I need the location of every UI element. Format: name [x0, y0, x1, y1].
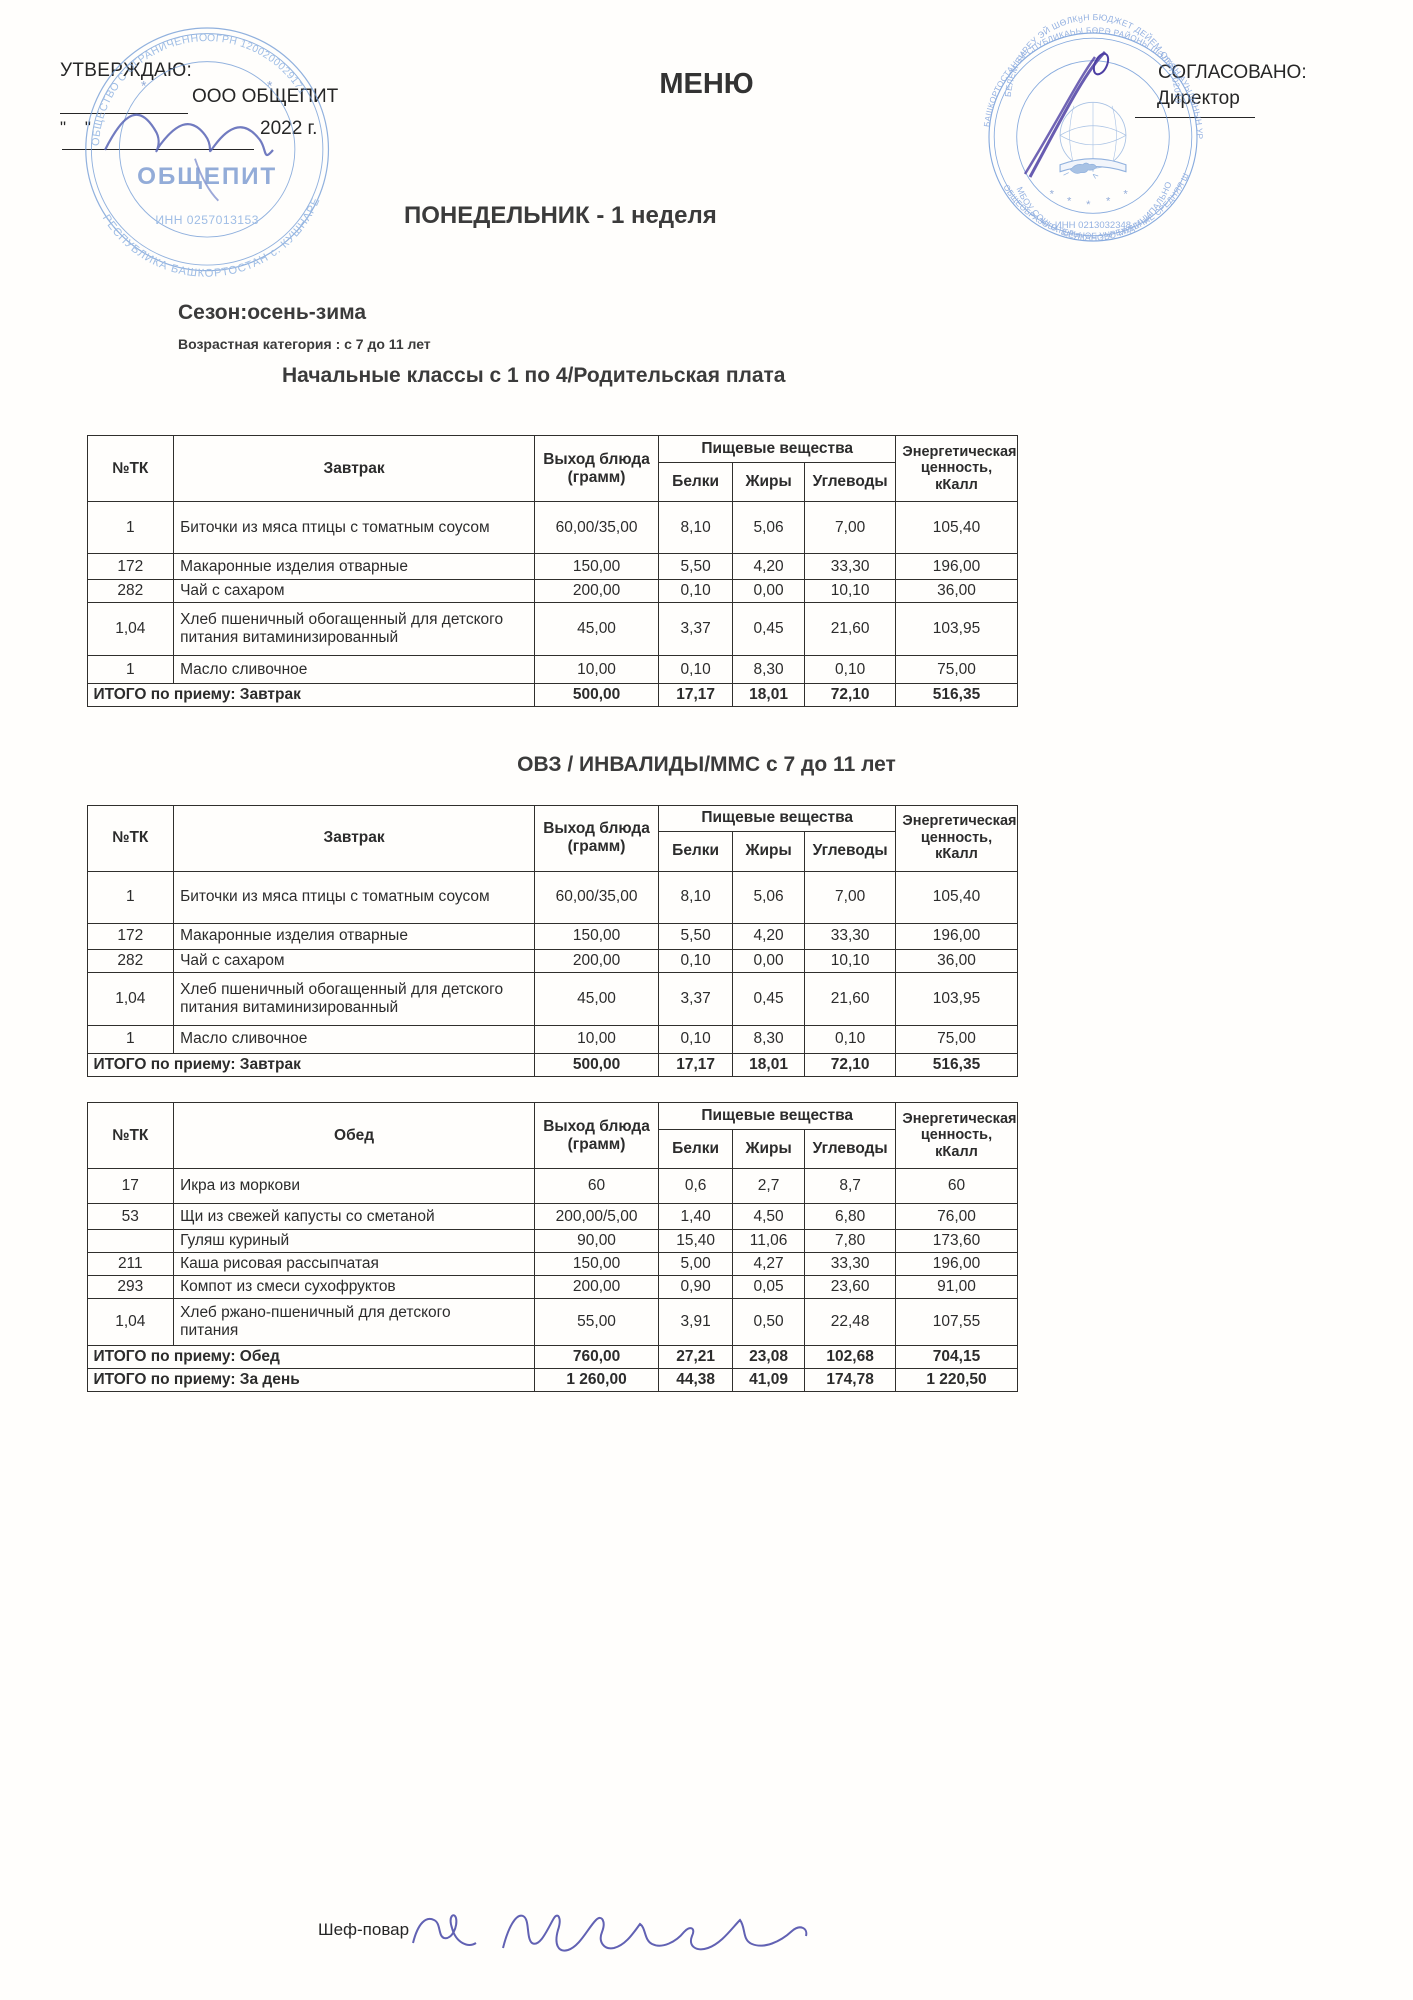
svg-text:ИНН 0213032348: ИНН 0213032348: [1055, 220, 1131, 231]
svg-text:ИНН 0257013153: ИНН 0257013153: [155, 213, 259, 227]
svg-text:ОГРН 1200200029171: ОГРН 1200200029171: [207, 33, 308, 97]
